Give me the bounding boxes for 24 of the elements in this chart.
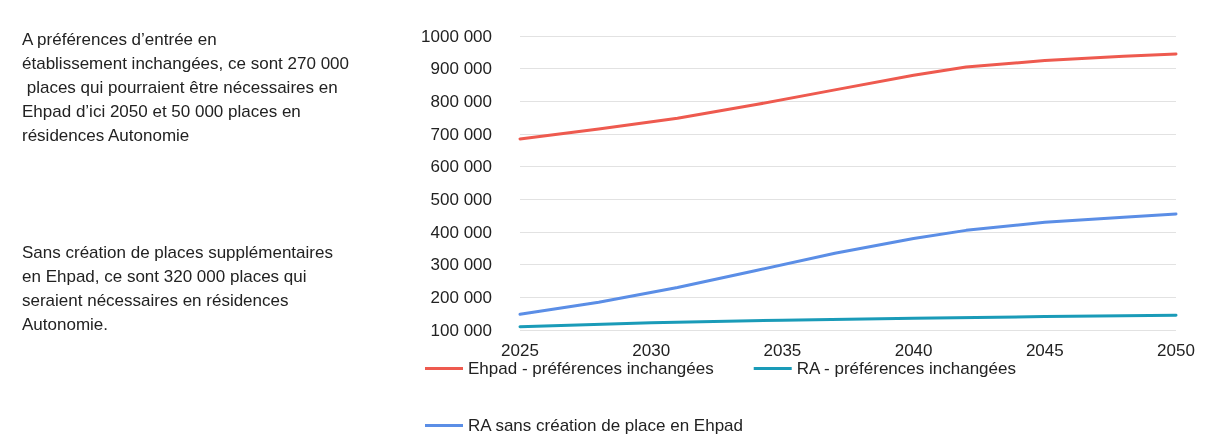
x-tick-label: 2035 — [763, 341, 802, 360]
line-series — [518, 313, 1178, 329]
y-tick-label: 900 000 — [430, 59, 492, 79]
text: A préférences d’entrée en établissement inchangées, ce sont 270 000 places qui pourraient être nécessaires en Ehpad d’ici 2050 et 50 000 places en résidences Autonomie — [22, 29, 350, 145]
legend-label: RA - préférences inchangées — [796, 359, 1016, 378]
y-tick-label: 200 000 — [430, 287, 492, 307]
y-tick-label: 100 000 — [430, 320, 492, 340]
legend-label: Ehpad - préférences inchangées — [468, 359, 714, 378]
y-tick-label: 600 000 — [430, 157, 492, 177]
x-tick-label: 2050 — [1157, 341, 1195, 360]
text: Sans création de places supplémentaires en Ehpad, ce sont 320 000 places qui seraient nécessaires en résidences Autonomie. — [22, 242, 338, 334]
y-tick-label: 800 000 — [430, 91, 492, 111]
y-tick-label: 1000 000 — [421, 26, 492, 46]
x-tick-label: 2045 — [1025, 341, 1064, 360]
x-tick-label: 2025 — [501, 341, 539, 360]
y-tick-label: 700 000 — [430, 124, 492, 144]
y-tick-label: 400 000 — [430, 222, 492, 242]
line-series — [518, 52, 1178, 141]
y-tick-label: 300 000 — [430, 255, 492, 275]
y-tick-label: 500 000 — [430, 189, 492, 209]
x-tick-label: 2030 — [632, 341, 671, 360]
x-tick-label: 2040 — [894, 341, 933, 360]
legend-label: RA sans création de place en Ehpad — [468, 416, 744, 435]
line-series — [518, 212, 1178, 316]
